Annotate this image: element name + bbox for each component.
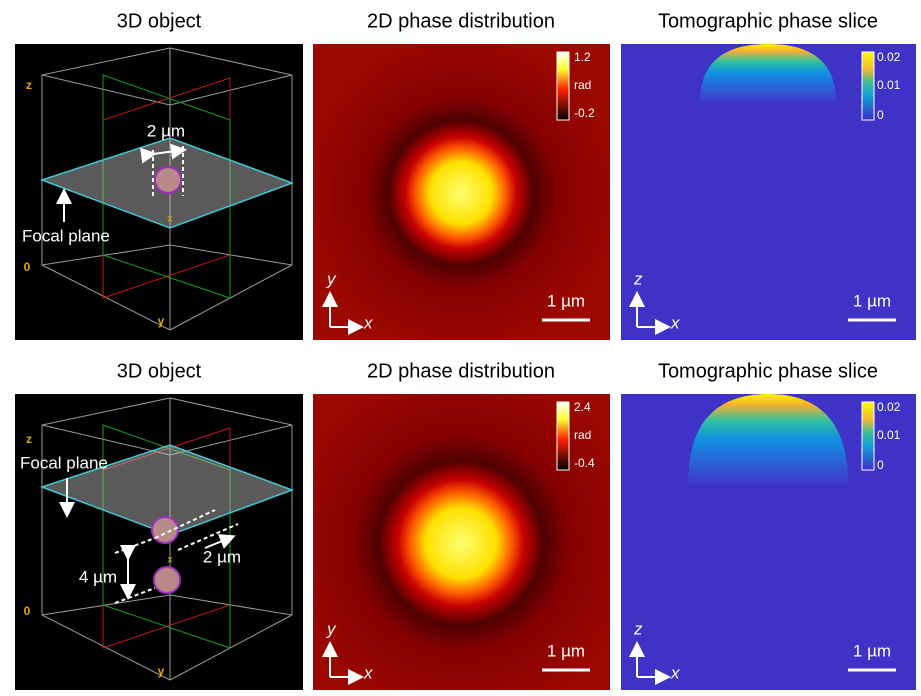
focal-plane <box>39 444 295 536</box>
panel-title: 2D phase distribution <box>367 10 555 32</box>
annotation: Focal plane <box>20 453 108 472</box>
axis-label: z <box>26 78 32 92</box>
slice-cap <box>688 394 848 484</box>
panel-title: 3D object <box>117 10 202 32</box>
axis-label: z <box>633 619 643 638</box>
green-plane <box>102 74 231 299</box>
annotation: 2 µm <box>203 547 241 566</box>
line <box>41 244 171 266</box>
line <box>169 47 293 76</box>
axis-label: 0 <box>24 260 31 274</box>
line <box>41 47 171 76</box>
line <box>169 264 293 331</box>
colorbar <box>556 51 570 121</box>
colorbar-label: -0.2 <box>574 106 595 120</box>
axis-label: x <box>363 313 373 332</box>
scale-bar-label: 1 µm <box>547 641 585 660</box>
axis-label: x <box>363 663 373 682</box>
colorbar-label: -0.4 <box>574 456 595 470</box>
line <box>169 244 293 266</box>
colorbar-label: 0 <box>877 458 884 472</box>
slice-cap <box>700 44 836 102</box>
axis-label: y <box>326 619 337 638</box>
green-plane <box>102 424 231 649</box>
axis-label: x <box>168 555 173 566</box>
panel-title: Tomographic phase slice <box>658 10 878 32</box>
axis-label: x <box>670 313 680 332</box>
line <box>169 424 293 456</box>
line <box>41 424 171 456</box>
colorbar-label: 0 <box>877 108 884 122</box>
line <box>140 143 187 164</box>
colorbar-label: 0.02 <box>877 50 901 64</box>
line <box>169 594 293 616</box>
line <box>41 594 171 616</box>
colorbar-label: rad <box>574 78 591 92</box>
sphere <box>153 566 181 594</box>
colorbar-label: rad <box>574 428 591 442</box>
axis-label: z <box>26 432 32 446</box>
annotation: 2 µm <box>147 121 185 140</box>
axis-label: y <box>326 269 337 288</box>
colorbar-label: 0.01 <box>877 428 901 442</box>
sphere <box>151 516 179 544</box>
line <box>41 397 171 426</box>
colorbar-label: 1.2 <box>574 50 591 64</box>
line <box>169 614 293 681</box>
axis-label: z <box>633 269 643 288</box>
panel-title: 3D object <box>117 360 202 382</box>
annotation: Focal plane <box>22 226 110 245</box>
panel-title: Tomographic phase slice <box>658 360 878 382</box>
line <box>169 74 293 106</box>
axis-label: y <box>158 314 165 328</box>
colorbar <box>556 401 570 471</box>
panel-title: 2D phase distribution <box>367 360 555 382</box>
colorbar-label: 0.01 <box>877 78 901 92</box>
axis-label: x <box>168 214 173 225</box>
axis-label: 0 <box>24 604 31 618</box>
line <box>41 74 171 106</box>
line <box>177 523 239 551</box>
colorbar <box>861 51 875 121</box>
colorbar-label: 2.4 <box>574 400 591 414</box>
sphere <box>154 166 182 194</box>
axis-label: y <box>158 664 165 678</box>
annotation: 4 µm <box>79 567 117 586</box>
scale-bar-label: 1 µm <box>547 291 585 310</box>
line <box>169 397 293 426</box>
scale-bar-label: 1 µm <box>853 641 891 660</box>
colorbar-label: 0.02 <box>877 400 901 414</box>
line <box>204 534 236 549</box>
colorbar <box>861 401 875 471</box>
axis-label: x <box>670 663 680 682</box>
scale-bar-label: 1 µm <box>853 291 891 310</box>
